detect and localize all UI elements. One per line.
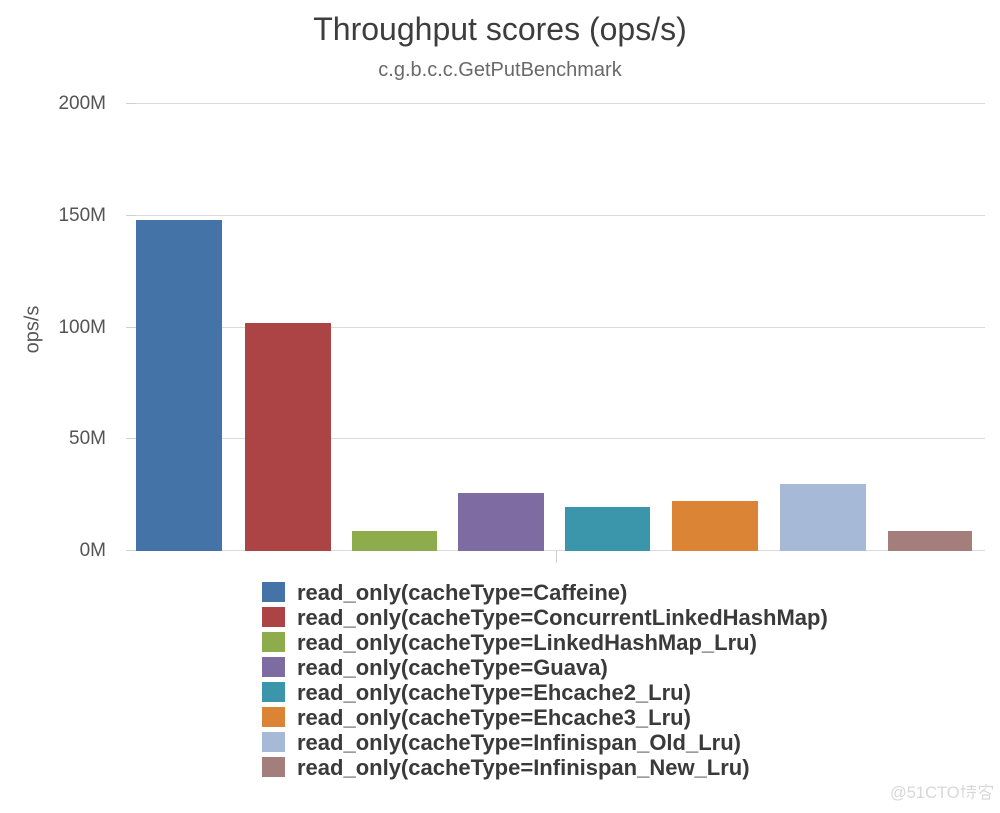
svg-text:@51CTO: @51CTO <box>890 784 960 802</box>
